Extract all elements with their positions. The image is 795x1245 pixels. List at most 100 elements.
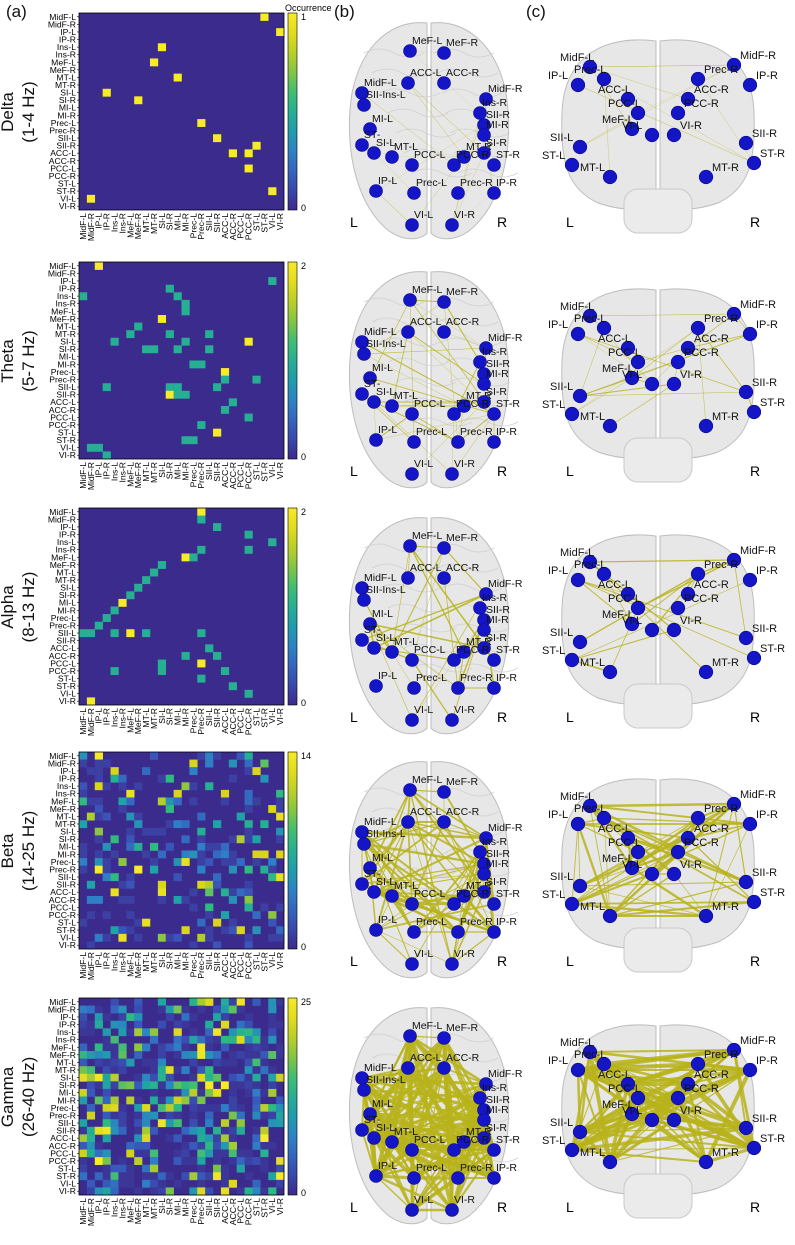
matrix-cell <box>149 1035 159 1044</box>
matrix-cell <box>252 797 261 806</box>
matrix-cell <box>126 1013 135 1022</box>
node-label: IP-L <box>548 1055 568 1067</box>
matrix-cell <box>197 1051 206 1059</box>
row-label: VI-R <box>59 1186 76 1196</box>
matrix-cell <box>110 1020 119 1029</box>
matrix-cell <box>149 1179 159 1188</box>
node-label: ACC-R <box>694 84 729 96</box>
node-label: SII-R <box>752 867 777 879</box>
col-label: SI-L <box>157 462 167 478</box>
node-label: ACC-R <box>446 316 480 328</box>
matrix-cell <box>79 918 88 927</box>
matrix-cell <box>213 1088 222 1097</box>
node-label: MidF-R <box>740 1035 776 1047</box>
matrix-cell <box>197 1088 206 1097</box>
matrix-cell <box>157 933 167 942</box>
node-label: VI-L <box>414 1194 433 1206</box>
matrix-cell <box>205 880 214 889</box>
col-label: VI-L <box>267 952 277 968</box>
matrix-cell <box>79 1157 88 1165</box>
brain-node <box>437 46 451 60</box>
matrix-cell <box>228 918 237 927</box>
brain-node <box>602 908 618 924</box>
row-label: MeF-L <box>51 306 76 316</box>
node-label: MI-L <box>372 362 393 374</box>
matrix-cell <box>197 421 206 429</box>
brain-node <box>405 467 419 481</box>
matrix-cell <box>126 873 135 882</box>
matrix-cell <box>94 782 103 791</box>
matrix-cell <box>149 1066 159 1075</box>
matrix-cell <box>165 1013 174 1022</box>
row-label: MidF-L <box>49 261 76 271</box>
matrix-cell <box>244 827 253 836</box>
matrix-cell <box>276 998 285 1006</box>
col-label: Ins-R <box>117 952 127 973</box>
matrix-cell <box>173 390 182 399</box>
matrix-cell <box>197 1066 206 1075</box>
node-label: IP-R <box>756 70 778 82</box>
brain-node <box>355 633 369 647</box>
row-label: MeF-L <box>51 796 76 806</box>
matrix-cell <box>244 689 253 698</box>
col-label: IP-R <box>102 952 112 969</box>
matrix-cell <box>260 1058 269 1067</box>
coronal-brain-delta: MidF-L MidF-R IP-L IP-R Prec-L Prec-R ACC-L ACC… <box>528 13 790 245</box>
row-label: MT-R <box>55 80 76 90</box>
matrix-cell <box>94 759 103 768</box>
brain-node <box>447 407 461 421</box>
row-label: MI-L <box>59 842 76 852</box>
col-label: ACC-R <box>228 462 238 489</box>
matrix-cell <box>86 1073 96 1082</box>
node-label: MidF-L <box>364 326 397 338</box>
matrix-cell <box>213 1164 222 1173</box>
matrix-cell <box>228 1111 237 1120</box>
matrix-cell <box>102 1088 111 1097</box>
col-label: VI-R <box>275 708 285 725</box>
matrix-cell <box>205 911 214 919</box>
col-label: VI-L <box>267 1198 277 1214</box>
matrix-cell <box>126 1058 135 1067</box>
matrix-cell <box>173 1066 182 1075</box>
matrix-cell <box>252 911 261 919</box>
matrix-cell <box>94 827 103 836</box>
brain-node <box>447 1143 461 1157</box>
matrix-cell <box>86 443 96 452</box>
axial-brain-delta: MeF-L MeF-R ACC-L ACC-R MidF-L MidF-R SII-Ins-… <box>334 13 524 245</box>
matrix-cell <box>173 797 182 806</box>
matrix-cell <box>228 1141 237 1150</box>
matrix-cell <box>260 1035 269 1044</box>
brain-node <box>670 600 686 616</box>
node-label: Prec-R <box>704 1049 738 1061</box>
node-label: IP-L <box>378 1160 397 1172</box>
col-label: MI-R <box>180 213 190 232</box>
col-label: Prec-L <box>188 1198 198 1224</box>
col-label: PCC-R <box>244 952 254 979</box>
matrix-cell <box>118 1164 127 1173</box>
brain-node <box>457 150 471 164</box>
brain-node <box>487 407 501 421</box>
col-label: MeF-L <box>125 462 135 487</box>
matrix-cell <box>228 1081 237 1090</box>
node-label: ST- <box>364 1114 381 1126</box>
matrix-cell <box>118 858 127 866</box>
matrix-cell <box>142 1179 151 1188</box>
brain-node <box>437 571 451 585</box>
brain-node <box>457 1135 471 1149</box>
matrix-cell <box>244 1149 253 1158</box>
matrix-cell <box>228 1104 237 1112</box>
brain-node <box>690 320 706 336</box>
matrix-cell <box>228 1051 237 1059</box>
matrix-cell <box>142 850 151 859</box>
matrix-cell <box>118 1051 127 1059</box>
brain-node <box>477 867 491 881</box>
brain-node <box>357 347 371 361</box>
node-label: IP-L <box>548 70 568 82</box>
matrix-cell <box>189 759 198 768</box>
col-label: ACC-L <box>220 213 230 239</box>
matrix-cell <box>181 307 190 316</box>
right-marker: R <box>497 214 507 230</box>
right-marker: R <box>750 463 760 479</box>
matrix-cell <box>220 1104 230 1112</box>
matrix-cell <box>260 1164 269 1173</box>
